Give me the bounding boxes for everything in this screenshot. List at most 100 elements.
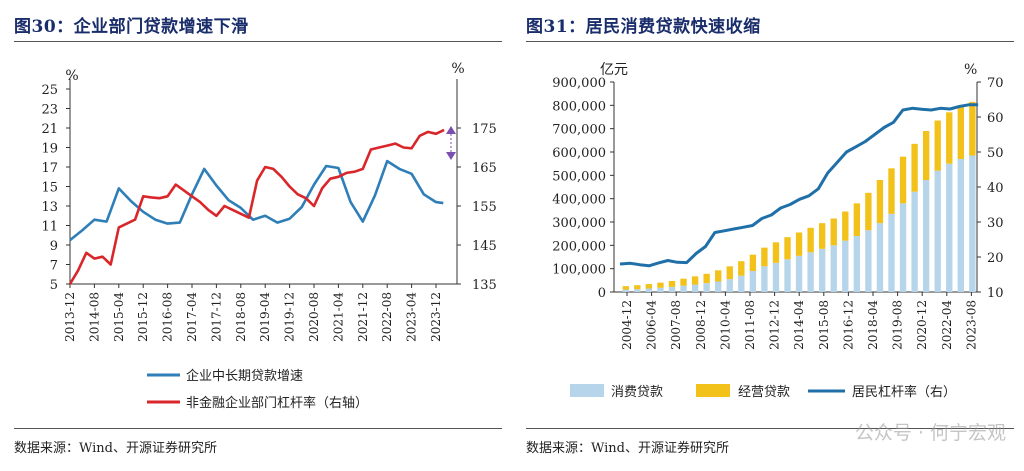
bar-business-loan (853, 203, 861, 236)
left-y-tick-label: 400,000 (552, 193, 606, 208)
bar-business-loan (969, 101, 976, 156)
x-tick-label: 2013-12 (63, 292, 77, 342)
left-source-rule (14, 428, 502, 429)
right-y-tick-label: 20 (987, 251, 1004, 266)
bar-business-loan (772, 242, 780, 263)
x-tick-label: 2023-08 (964, 300, 978, 350)
bar-consumer-loan (957, 159, 964, 292)
left-y-tick-label: 600,000 (552, 146, 606, 161)
bar-consumer-loan (749, 271, 757, 292)
annotation-arrow-down (446, 152, 456, 160)
bar-consumer-loan (703, 283, 710, 292)
bar-consumer-loan (865, 230, 872, 292)
left-y-tick-label: 17 (41, 161, 58, 176)
x-tick-label: 2012-12 (768, 300, 782, 350)
x-tick-label: 2006-04 (645, 300, 659, 350)
x-tick-label: 2021-12 (356, 292, 370, 342)
x-tick-label: 2011-08 (743, 300, 757, 350)
right-chart: 0 100,000 200,000 300,000 400,000 500,000 600,… (552, 62, 1004, 400)
bar-business-loan (738, 261, 745, 276)
right-source-rule (526, 428, 1014, 429)
bar-business-loan (911, 143, 918, 192)
legend-label: 经营贷款 (738, 385, 790, 400)
bar-consumer-loan (784, 259, 791, 292)
bar-consumer-loan (622, 289, 629, 292)
left-y-tick-label: 25 (41, 83, 58, 98)
left-figure-panel: 图30：企业部门贷款增速下滑 5 7 9 11 13 15 17 19 21 23 25% 135 14… (14, 17, 502, 456)
bar-business-loan (726, 266, 733, 280)
x-tick-label: 2017-12 (209, 292, 223, 342)
bar-business-loan (668, 281, 676, 287)
bar-business-loan (691, 276, 699, 285)
right-y-tick-label: 10 (987, 286, 1004, 301)
x-tick-label: 2008-12 (694, 300, 708, 350)
bar-business-loan (946, 112, 953, 164)
bar-consumer-loan (899, 203, 907, 292)
left-chart: 5 7 9 11 13 15 17 19 21 23 25% 135 145 155 165 175% 2013… (41, 61, 497, 411)
series-line-leverage (68, 128, 445, 285)
x-tick-label: 2017-04 (185, 292, 199, 342)
watermark: 公众号 · 何宁宏观 (854, 422, 1006, 444)
bar-consumer-loan (772, 262, 780, 292)
x-tick-label: 2016-08 (161, 292, 175, 342)
series-line-loan-growth (69, 159, 444, 242)
bar-consumer-loan (726, 279, 733, 292)
bar-consumer-loan (934, 170, 941, 292)
left-y-tick-label: 21 (41, 122, 58, 137)
left-y-tick-label: 200,000 (552, 239, 606, 254)
x-tick-label: 2019-12 (283, 292, 297, 342)
x-tick-label: 2015-04 (112, 292, 126, 342)
right-y-unit: % (964, 62, 977, 78)
bar-business-loan (957, 106, 964, 159)
bar-business-loan (634, 285, 641, 290)
bar-business-loan (865, 192, 872, 231)
left-y-tick-label: 5 (50, 278, 58, 293)
legend-label: 消费贷款 (611, 385, 663, 400)
right-figure-panel: 图31：居民消费贷款快速收缩 0 100,000 200,000 300,000 400… (512, 0, 1024, 471)
x-tick-label: 2007-08 (669, 300, 683, 350)
right-y-tick-label: 155 (472, 200, 497, 215)
bar-business-loan (680, 278, 687, 286)
x-tick-label: 2021-04 (331, 292, 345, 342)
left-y-tick-label: 0 (598, 286, 606, 301)
left-y-tick-label: 900,000 (552, 76, 606, 91)
left-y-tick-label: 15 (41, 181, 58, 196)
left-y-tick-label: 300,000 (552, 216, 606, 231)
x-tick-label: 2016-12 (841, 300, 855, 350)
bar-consumer-loan (911, 191, 918, 292)
bar-consumer-loan (818, 248, 826, 292)
bar-business-loan (715, 270, 722, 282)
legend-swatch-business (696, 384, 730, 397)
series-line-household-leverage (619, 103, 979, 268)
bar-business-loan (703, 273, 710, 284)
x-tick-label: 2004-12 (620, 300, 634, 350)
x-tick-label: 2023-04 (405, 292, 419, 342)
x-tick-label: 2015-12 (136, 292, 150, 342)
x-tick-label: 2018-04 (866, 300, 880, 350)
left-y-tick-label: 9 (50, 239, 58, 254)
bar-business-loan (899, 156, 907, 204)
left-title-rule (14, 41, 502, 42)
right-y-tick-label: 50 (987, 146, 1004, 161)
left-y-unit: % (65, 68, 78, 84)
left-y-unit: 亿元 (600, 62, 628, 78)
x-tick-label: 2010-04 (718, 300, 732, 350)
x-tick-label: 2020-12 (915, 300, 929, 350)
bar-business-loan (830, 218, 837, 246)
bar-business-loan (795, 232, 803, 256)
bar-consumer-loan (946, 163, 953, 292)
bar-consumer-loan (668, 286, 676, 292)
x-tick-label: 2018-08 (234, 292, 248, 342)
x-tick-label: 2019-08 (891, 300, 905, 350)
bar-business-loan (842, 211, 849, 241)
right-y-tick-label: 135 (472, 278, 497, 293)
right-title-rule (526, 41, 1014, 42)
left-y-tick-label: 800,000 (552, 99, 606, 114)
bar-consumer-loan (715, 281, 722, 292)
x-tick-label: 2022-04 (940, 300, 954, 350)
left-y-tick-label: 13 (41, 200, 58, 215)
left-figure-title: 图30：企业部门贷款增速下滑 (14, 17, 249, 37)
bar-consumer-loan (634, 289, 641, 292)
bar-consumer-loan (888, 213, 895, 292)
right-y-tick-label: 165 (472, 161, 497, 176)
